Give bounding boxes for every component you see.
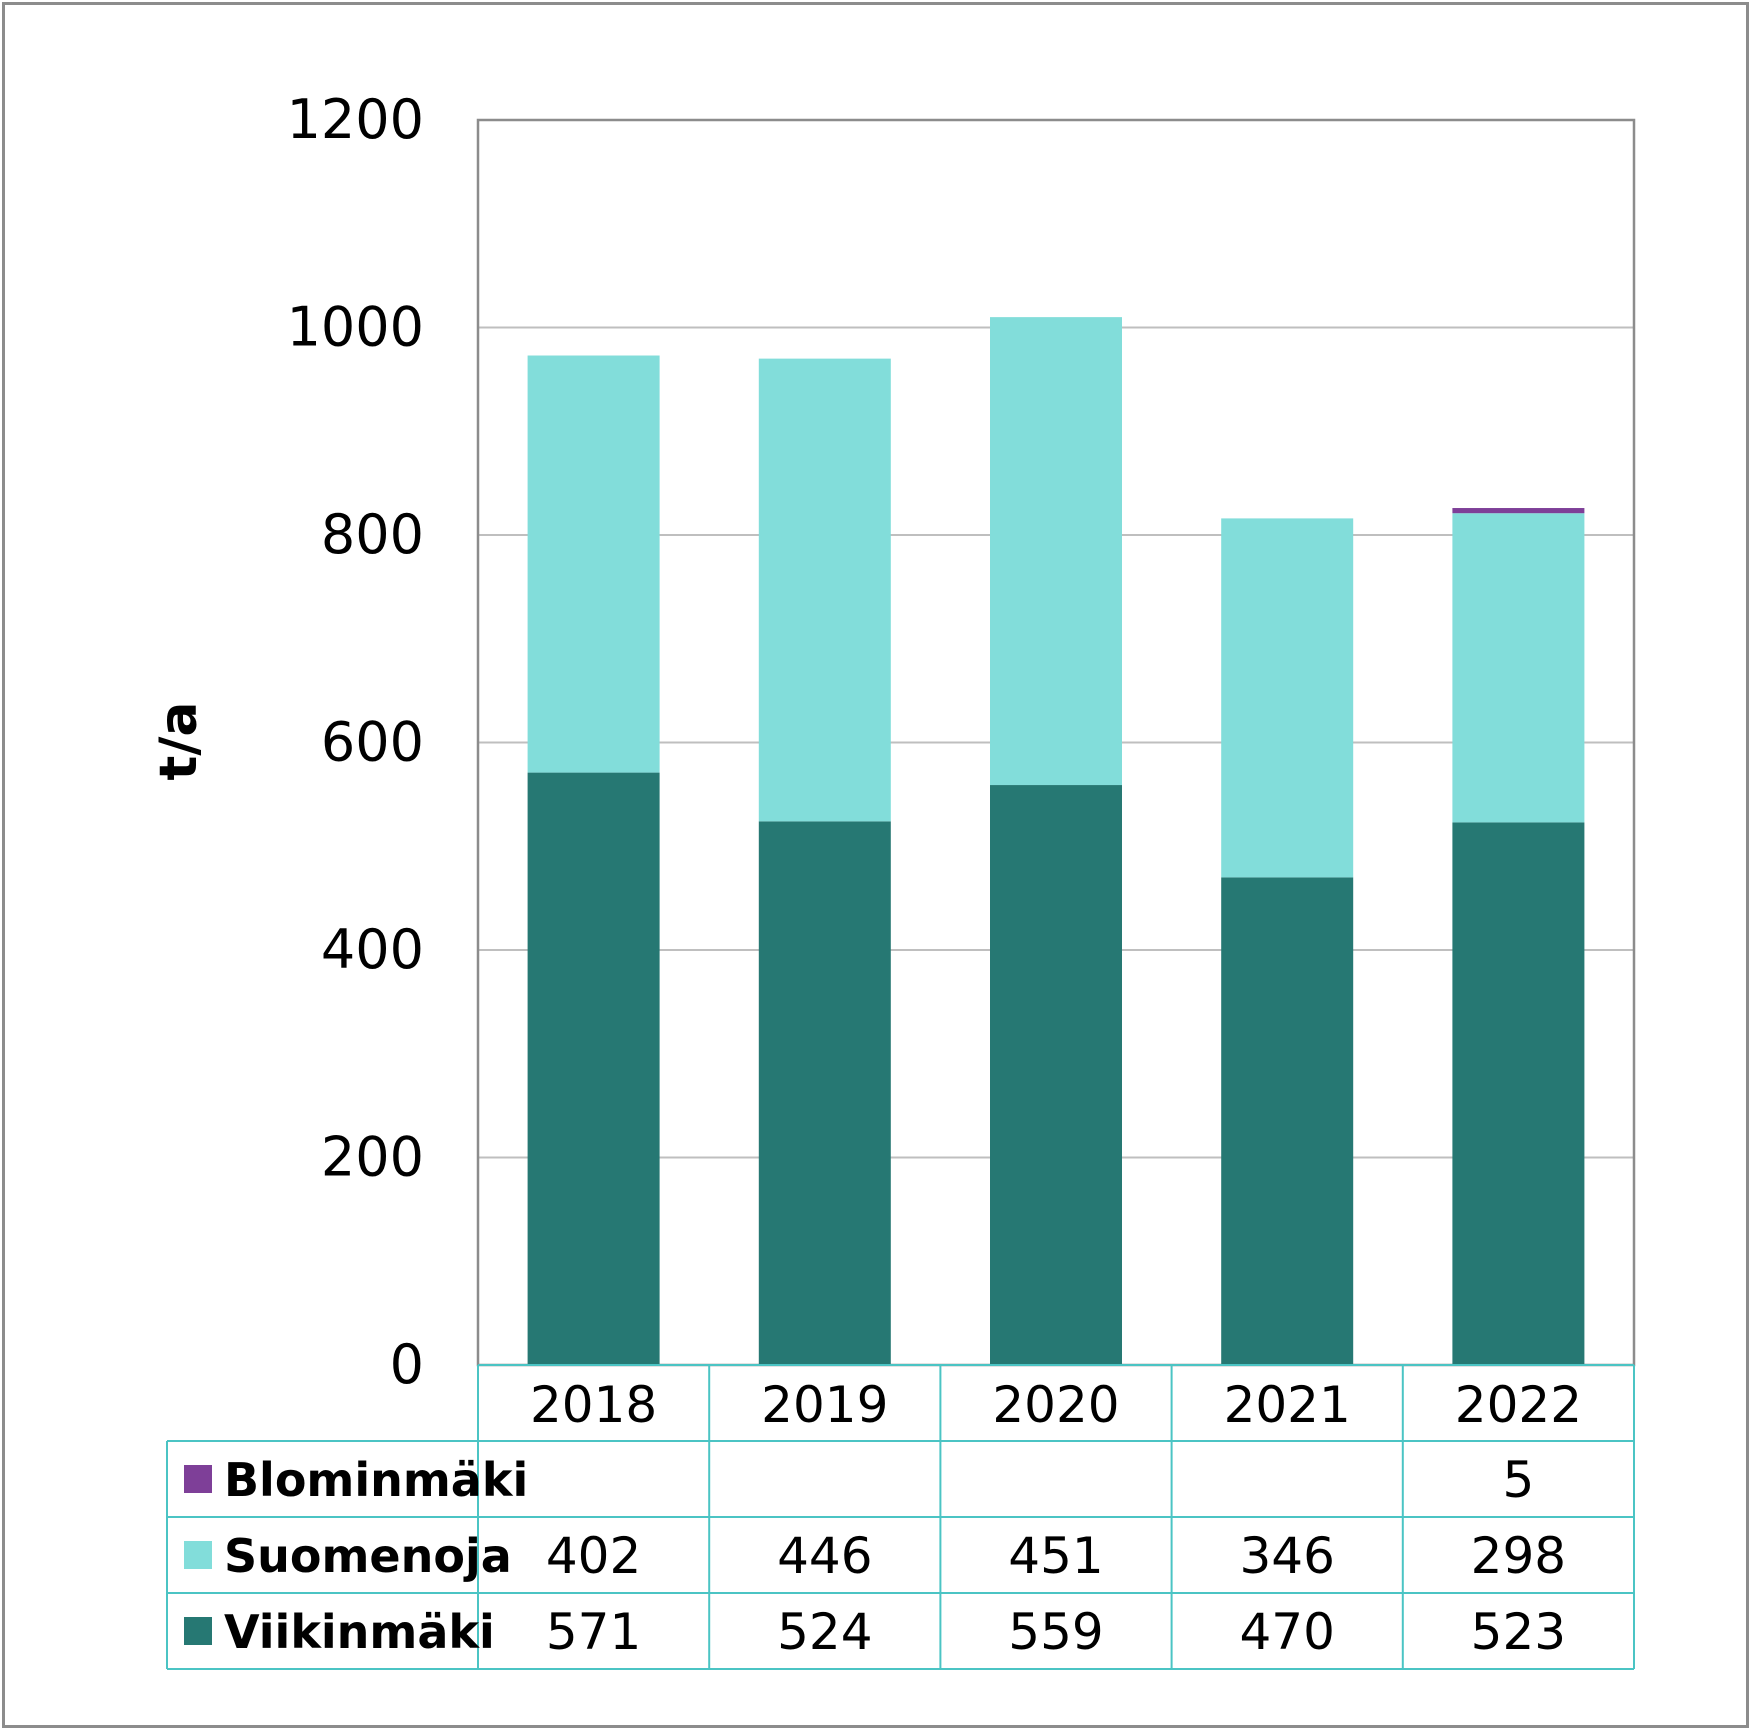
y-tick-label: 200	[321, 1126, 424, 1189]
data-label-viikinmaki-2019: 524	[777, 1603, 872, 1661]
data-label-viikinmaki-2022: 523	[1471, 1603, 1566, 1661]
bar-suomenoja-2020	[990, 317, 1122, 786]
x-tick-label: 2019	[761, 1376, 888, 1434]
y-tick-label: 1000	[287, 296, 424, 359]
legend-swatch-viikinmaki	[184, 1617, 212, 1645]
bar-viikinmaki-2022	[1452, 822, 1585, 1365]
legend-swatch-suomenoja	[184, 1541, 212, 1569]
data-label-viikinmaki-2021: 470	[1239, 1603, 1334, 1661]
y-tick-label: 1200	[287, 88, 424, 151]
legend-label-blominmaki: Blominmäki	[224, 1453, 528, 1507]
x-tick-label: 2020	[992, 1376, 1119, 1434]
bar-viikinmaki-2020	[990, 785, 1122, 1365]
bar-blominmaki-2022	[1452, 508, 1585, 514]
x-tick-label: 2018	[530, 1376, 657, 1434]
bar-suomenoja-2021	[1221, 518, 1354, 878]
data-label-viikinmaki-2020: 559	[1008, 1603, 1103, 1661]
y-tick-label: 600	[321, 711, 424, 774]
x-tick-label: 2021	[1224, 1376, 1351, 1434]
data-table: 2018 2019 2020 2021 2022 Blominmäki 5 Suomenoja…	[166, 1364, 1635, 1670]
data-label-suomenoja-2018: 402	[546, 1527, 641, 1585]
bar-viikinmaki-2018	[527, 772, 660, 1365]
y-tick-label: 0	[390, 1333, 424, 1396]
bar-suomenoja-2019	[758, 358, 891, 822]
legend-swatch-blominmaki	[184, 1465, 212, 1493]
bar-suomenoja-2022	[1452, 513, 1585, 823]
bar-viikinmaki-2021	[1221, 877, 1354, 1365]
data-label-suomenoja-2020: 451	[1008, 1527, 1103, 1585]
legend-label-viikinmaki: Viikinmäki	[224, 1605, 495, 1659]
data-label-viikinmaki-2018: 571	[546, 1603, 641, 1661]
data-label-suomenoja-2022: 298	[1471, 1527, 1566, 1585]
x-tick-label: 2022	[1455, 1376, 1582, 1434]
bar-viikinmaki-2019	[758, 821, 891, 1365]
bars	[527, 317, 1585, 1365]
legend-label-suomenoja: Suomenoja	[224, 1529, 512, 1583]
data-label-suomenoja-2021: 346	[1239, 1527, 1334, 1585]
bar-suomenoja-2018	[527, 355, 660, 773]
y-tick-label: 400	[321, 918, 424, 981]
data-label-suomenoja-2019: 446	[777, 1527, 872, 1585]
data-label-blominmaki-2022: 5	[1502, 1451, 1534, 1509]
y-tick-label: 800	[321, 503, 424, 566]
y-axis-ticks: 0 200 400 600 800 1000 1200	[287, 88, 424, 1396]
y-axis-label: t/a	[149, 702, 209, 781]
